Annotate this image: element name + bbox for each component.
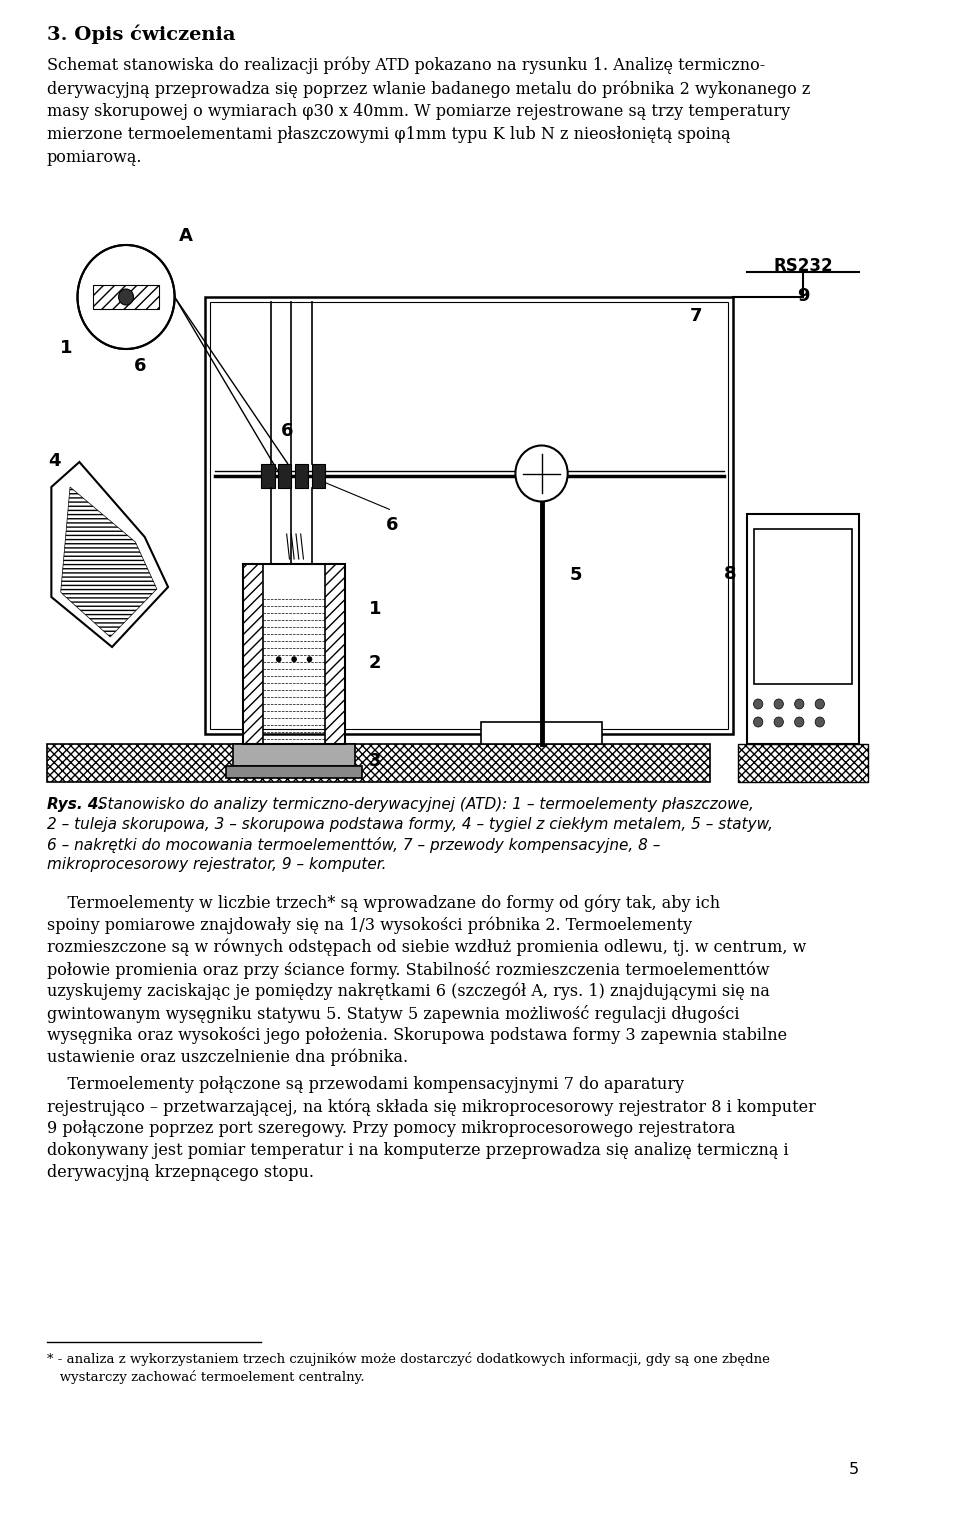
Text: 8: 8 (724, 566, 736, 583)
Text: Termoelementy połączone są przewodami kompensacyjnymi 7 do aparatury: Termoelementy połączone są przewodami ko… (47, 1076, 684, 1093)
Circle shape (815, 699, 825, 709)
Bar (233, 744, 355, 765)
Text: 6: 6 (281, 423, 294, 441)
Polygon shape (51, 463, 168, 647)
Circle shape (754, 716, 763, 727)
Text: mierzone termoelementami płaszczowymi φ1mm typu K lub N z nieosłoniętą spoiną: mierzone termoelementami płaszczowymi φ1… (47, 126, 731, 143)
Text: 6: 6 (386, 515, 398, 533)
Text: Schemat stanowiska do realizacji próby ATD pokazano na rysunku 1. Analizę termic: Schemat stanowiska do realizacji próby A… (47, 57, 765, 74)
Polygon shape (47, 744, 709, 782)
Text: 5: 5 (849, 1462, 859, 1477)
Circle shape (78, 244, 175, 349)
Text: 6 – nakrętki do mocowania termoelementtów, 7 – przewody kompensacyjne, 8 –: 6 – nakrętki do mocowania termoelementtó… (47, 838, 660, 853)
Bar (312, 464, 324, 487)
Text: ustawienie oraz uszczelnienie dna próbnika.: ustawienie oraz uszczelnienie dna próbni… (47, 1048, 408, 1067)
Bar (295, 464, 308, 487)
Text: derywacyjną krzepnącego stopu.: derywacyjną krzepnącego stopu. (47, 1164, 314, 1180)
Circle shape (774, 716, 783, 727)
Text: RS232: RS232 (773, 257, 833, 275)
Bar (324, 564, 346, 744)
Text: 5: 5 (569, 567, 582, 584)
Bar (205, 297, 733, 735)
Text: 6: 6 (133, 357, 146, 375)
Bar (481, 722, 602, 744)
Text: Stanowisko do analizy termiczno-derywacyjnej (ATD): 1 – termoelementy płaszczowe: Stanowisko do analizy termiczno-derywacy… (93, 798, 755, 812)
Text: * - analiza z wykorzystaniem trzech czujników może dostarczyć dodatkowych inform: * - analiza z wykorzystaniem trzech czuj… (47, 1353, 770, 1366)
Circle shape (276, 656, 281, 662)
Bar (210, 301, 729, 729)
Bar (243, 564, 346, 744)
Text: połowie promienia oraz przy ściance formy. Stabilność rozmieszczenia termoelemen: połowie promienia oraz przy ściance form… (47, 961, 769, 979)
Text: wystarczy zachować termoelement centralny.: wystarczy zachować termoelement centraln… (47, 1369, 364, 1383)
Bar (226, 765, 362, 778)
Bar (243, 564, 263, 744)
Bar (261, 464, 275, 487)
Text: 3: 3 (369, 752, 381, 770)
Text: Termoelementy w liczbie trzech* są wprowadzane do formy od góry tak, aby ich: Termoelementy w liczbie trzech* są wprow… (47, 895, 720, 913)
Text: rejestrująco – przetwarzającej, na którą składa się mikroprocesorowy rejestrator: rejestrująco – przetwarzającej, na którą… (47, 1097, 816, 1116)
Text: 1: 1 (60, 340, 73, 357)
Bar (93, 284, 158, 309)
Circle shape (754, 699, 763, 709)
Bar (278, 464, 291, 487)
Text: 9 połączone poprzez port szeregowy. Przy pomocy mikroprocesorowego rejestratora: 9 połączone poprzez port szeregowy. Przy… (47, 1120, 735, 1137)
Text: Rys. 4.: Rys. 4. (47, 798, 104, 812)
Text: rozmieszczone są w równych odstępach od siebie wzdłuż promienia odlewu, tj. w ce: rozmieszczone są w równych odstępach od … (47, 939, 806, 956)
Text: 4: 4 (48, 452, 60, 470)
Text: mikroprocesorowy rejestrator, 9 – komputer.: mikroprocesorowy rejestrator, 9 – komput… (47, 858, 386, 871)
Circle shape (516, 446, 567, 501)
Text: uzyskujemy zaciskając je pomiędzy nakrętkami 6 (szczegół A, rys. 1) znajdującymi: uzyskujemy zaciskając je pomiędzy nakręt… (47, 984, 770, 1001)
Text: pomiarową.: pomiarową. (47, 149, 142, 166)
Bar (755, 529, 852, 684)
Bar (747, 513, 859, 744)
Circle shape (307, 656, 312, 662)
Text: spoiny pomiarowe znajdowały się na 1/3 wysokości próbnika 2. Termoelementy: spoiny pomiarowe znajdowały się na 1/3 w… (47, 918, 692, 934)
Text: 3. Opis ćwiczenia: 3. Opis ćwiczenia (47, 25, 235, 45)
Circle shape (815, 716, 825, 727)
Text: wysęgnika oraz wysokości jego położenia. Skorupowa podstawa formy 3 zapewnia sta: wysęgnika oraz wysokości jego położenia.… (47, 1027, 787, 1044)
Text: dokonywany jest pomiar temperatur i na komputerze przeprowadza się analizę termi: dokonywany jest pomiar temperatur i na k… (47, 1142, 788, 1159)
Polygon shape (737, 744, 869, 782)
Circle shape (795, 716, 804, 727)
Text: 1: 1 (369, 599, 381, 618)
Polygon shape (60, 487, 156, 636)
Circle shape (291, 656, 297, 662)
Text: 2 – tuleja skorupowa, 3 – skorupowa podstawa formy, 4 – tygiel z ciekłym metalem: 2 – tuleja skorupowa, 3 – skorupowa pods… (47, 818, 773, 832)
Circle shape (795, 699, 804, 709)
Text: gwintowanym wysęgniku statywu 5. Statyw 5 zapewnia możliwość regulacji długości: gwintowanym wysęgniku statywu 5. Statyw … (47, 1005, 739, 1024)
Text: 9: 9 (797, 287, 809, 304)
Text: derywacyjną przeprowadza się poprzez wlanie badanego metalu do próbnika 2 wykona: derywacyjną przeprowadza się poprzez wla… (47, 80, 810, 97)
Text: masy skorupowej o wymiarach φ30 x 40mm. W pomiarze rejestrowane są trzy temperat: masy skorupowej o wymiarach φ30 x 40mm. … (47, 103, 790, 120)
Text: 2: 2 (369, 655, 381, 672)
Text: 7: 7 (689, 307, 702, 324)
Text: A: A (180, 227, 193, 244)
Circle shape (119, 289, 133, 304)
Circle shape (774, 699, 783, 709)
